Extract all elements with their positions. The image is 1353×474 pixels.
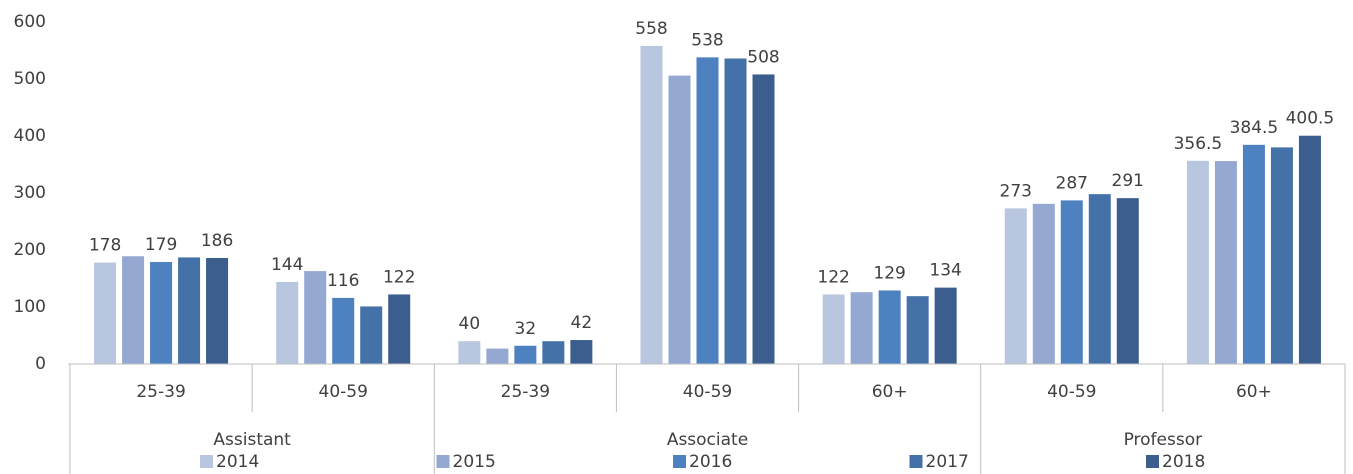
data-label: 179 <box>145 235 177 255</box>
data-label: 558 <box>635 19 667 39</box>
bar <box>850 292 873 364</box>
data-label: 40 <box>459 314 481 334</box>
group-label: Associate <box>667 430 748 450</box>
bar <box>696 57 719 365</box>
legend-swatch <box>673 455 686 468</box>
data-label: 508 <box>747 47 779 67</box>
data-label: 273 <box>1000 181 1032 201</box>
data-label: 42 <box>571 313 593 333</box>
y-tick-label: 400 <box>14 126 46 146</box>
bar <box>178 257 201 364</box>
data-label: 186 <box>201 231 233 251</box>
legend-swatch <box>1146 455 1159 468</box>
data-label: 134 <box>929 261 961 281</box>
bar <box>934 287 957 364</box>
legend-swatch <box>200 455 213 468</box>
y-tick-label: 600 <box>14 12 46 32</box>
bar <box>906 296 929 364</box>
bar <box>1032 203 1055 364</box>
bar <box>206 257 229 364</box>
x-tick-label: 40-59 <box>1047 382 1096 402</box>
data-label: 384.5 <box>1230 118 1279 138</box>
x-tick-label: 40-59 <box>683 382 732 402</box>
y-tick-label: 100 <box>14 297 46 317</box>
data-label: 129 <box>873 263 905 283</box>
legend-label: 2014 <box>216 452 259 472</box>
bar <box>1242 144 1265 364</box>
bar <box>724 58 747 364</box>
data-label: 538 <box>691 30 723 50</box>
bar <box>388 294 411 364</box>
y-tick-label: 300 <box>14 183 46 203</box>
data-label: 178 <box>89 236 121 256</box>
legend-label: 2015 <box>453 452 496 472</box>
x-tick-label: 60+ <box>872 382 908 402</box>
group-label: Professor <box>1124 430 1203 450</box>
bar <box>822 294 845 364</box>
data-label: 122 <box>817 267 849 287</box>
bar <box>1060 200 1083 364</box>
bar <box>304 271 327 364</box>
group-label: Assistant <box>213 430 291 450</box>
data-label: 116 <box>327 271 359 291</box>
bar <box>1186 160 1209 364</box>
bar <box>486 348 509 364</box>
bar <box>150 261 173 364</box>
bar <box>1088 194 1111 364</box>
bar <box>332 297 355 364</box>
data-label: 122 <box>383 267 415 287</box>
bar <box>1298 135 1321 364</box>
bar <box>1214 161 1237 364</box>
data-label: 32 <box>515 319 537 339</box>
bar <box>752 74 775 364</box>
bar <box>878 290 901 364</box>
legend-swatch <box>909 455 923 468</box>
bar <box>570 340 593 364</box>
data-label: 291 <box>1112 171 1144 191</box>
bar <box>640 45 663 364</box>
bar <box>1270 147 1293 364</box>
x-tick-label: 25-39 <box>136 382 185 402</box>
y-tick-label: 0 <box>35 354 46 374</box>
bar <box>1004 208 1027 364</box>
bar <box>458 341 481 364</box>
bar <box>276 281 299 364</box>
legend-label: 2016 <box>689 452 732 472</box>
y-tick-label: 200 <box>14 240 46 260</box>
legend-swatch <box>436 455 450 468</box>
data-label: 144 <box>271 255 303 275</box>
legend-label: 2018 <box>1162 452 1205 472</box>
bar <box>542 341 565 364</box>
bar <box>122 256 145 364</box>
legend-label: 2017 <box>926 452 969 472</box>
x-tick-label: 40-59 <box>319 382 368 402</box>
bar <box>94 262 117 364</box>
bar <box>360 306 383 364</box>
bar <box>1116 198 1139 364</box>
data-label: 400.5 <box>1286 109 1335 129</box>
x-tick-label: 25-39 <box>501 382 550 402</box>
data-label: 287 <box>1056 173 1088 193</box>
bar <box>668 75 691 364</box>
data-label: 356.5 <box>1174 134 1223 154</box>
x-tick-label: 60+ <box>1236 382 1272 402</box>
y-tick-label: 500 <box>14 69 46 89</box>
bar <box>514 345 537 364</box>
